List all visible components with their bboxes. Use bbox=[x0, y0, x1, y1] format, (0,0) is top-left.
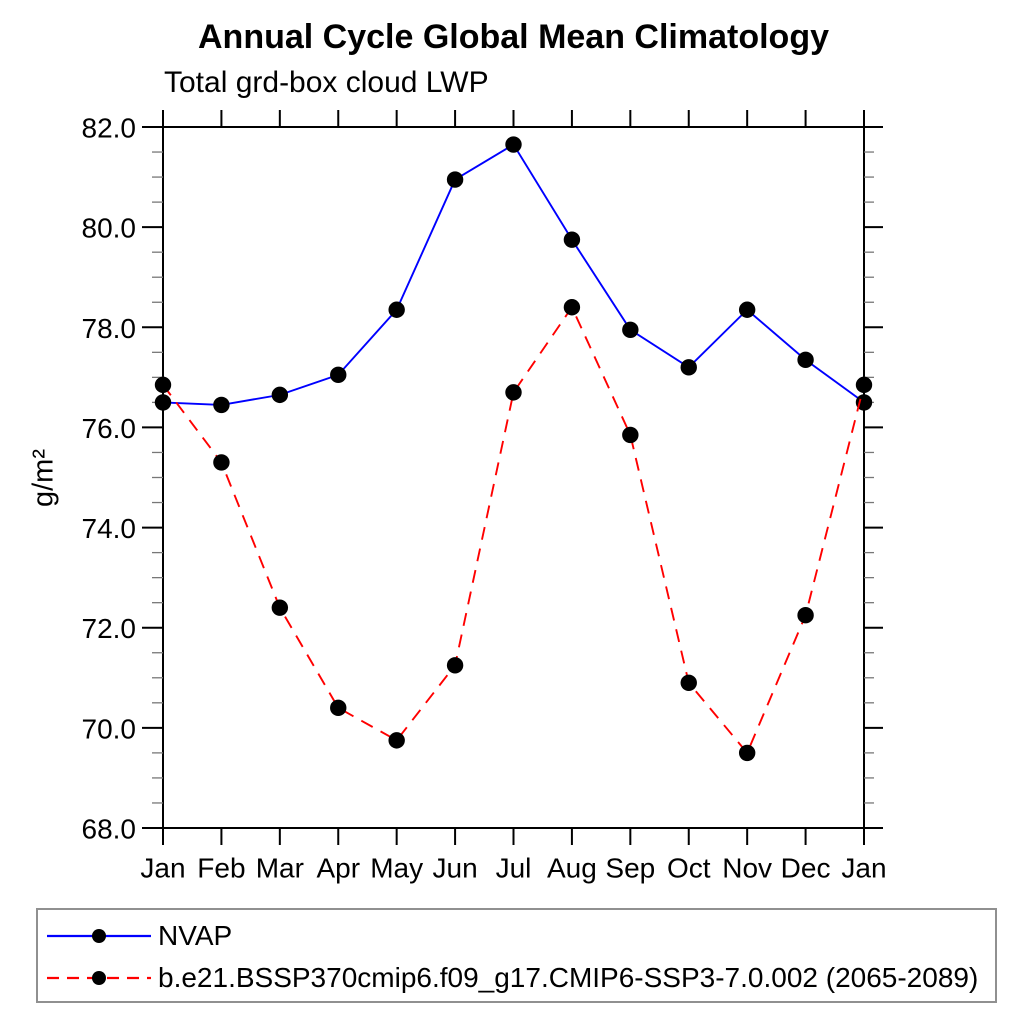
series-1-marker bbox=[563, 299, 581, 316]
legend-line-sample-dashed bbox=[47, 971, 151, 985]
x-tick-label: Aug bbox=[547, 853, 597, 884]
x-tick-label: Apr bbox=[316, 853, 360, 884]
series-0-marker bbox=[446, 171, 464, 188]
series-0-marker bbox=[855, 394, 873, 411]
y-tick-label: 72.0 bbox=[82, 613, 137, 644]
legend-item-model: b.e21.BSSP370cmip6.f09_g17.CMIP6-SSP3-7.… bbox=[38, 957, 995, 999]
x-tick-label: Mar bbox=[256, 853, 304, 884]
series-0-marker bbox=[680, 359, 697, 376]
series-0-marker bbox=[622, 321, 639, 338]
series-1-marker bbox=[388, 732, 405, 749]
chart-subtitle: Total grd-box cloud LWP bbox=[164, 66, 489, 99]
series-1-marker bbox=[622, 426, 639, 444]
series-0-marker bbox=[330, 366, 347, 384]
series-0-marker bbox=[154, 394, 172, 411]
series-1-marker bbox=[505, 384, 522, 401]
legend-line-sample-solid bbox=[47, 929, 151, 943]
x-tick-label: Jun bbox=[433, 853, 478, 884]
legend-label-nvap: NVAP bbox=[158, 920, 233, 951]
series-0-marker bbox=[738, 301, 756, 318]
series-line-0 bbox=[162, 143, 865, 406]
x-tick-label: Sep bbox=[605, 853, 655, 884]
series-1-marker bbox=[213, 454, 230, 471]
x-tick-label: Jan bbox=[140, 853, 185, 884]
chart-title: Annual Cycle Global Mean Climatology bbox=[198, 18, 829, 56]
x-tick-label: Jan bbox=[841, 853, 886, 884]
y-tick-label: 80.0 bbox=[82, 213, 137, 244]
x-tick-label: Feb bbox=[197, 853, 245, 884]
legend-box: NVAP b.e21.BSSP370cmip6.f09_g17.CMIP6-SS… bbox=[36, 908, 997, 1003]
series-0-marker bbox=[505, 136, 522, 153]
series-0-marker bbox=[797, 351, 814, 369]
y-tick-label: 78.0 bbox=[82, 313, 137, 344]
x-tick-label: Jul bbox=[496, 853, 532, 884]
series-1-marker bbox=[738, 744, 756, 762]
x-tick-label: Oct bbox=[667, 853, 711, 884]
series-1-marker bbox=[797, 606, 814, 624]
series-0-marker bbox=[388, 301, 405, 318]
series-1-marker bbox=[154, 376, 172, 394]
series-1-marker bbox=[330, 699, 347, 717]
series-0-marker bbox=[271, 386, 289, 404]
y-tick-label: 68.0 bbox=[82, 814, 137, 845]
x-tick-label: Dec bbox=[781, 853, 831, 884]
y-tick-label: 76.0 bbox=[82, 413, 137, 444]
plot-frame bbox=[162, 126, 865, 829]
y-tick-label: 70.0 bbox=[82, 713, 137, 744]
x-tick-label: May bbox=[370, 853, 423, 884]
series-0-marker bbox=[563, 231, 581, 248]
series-line-1 bbox=[162, 305, 865, 755]
series-1-marker bbox=[680, 674, 697, 691]
legend-item-nvap: NVAP bbox=[38, 915, 995, 957]
legend-label-model: b.e21.BSSP370cmip6.f09_g17.CMIP6-SSP3-7.… bbox=[158, 962, 979, 993]
y-tick-label: 82.0 bbox=[82, 113, 137, 144]
series-0-marker bbox=[213, 396, 230, 414]
y-tick-label: 74.0 bbox=[82, 513, 137, 544]
series-1-marker bbox=[446, 657, 464, 674]
series-1-marker bbox=[855, 376, 873, 394]
series-1-marker bbox=[271, 599, 289, 616]
x-tick-label: Nov bbox=[722, 853, 772, 884]
